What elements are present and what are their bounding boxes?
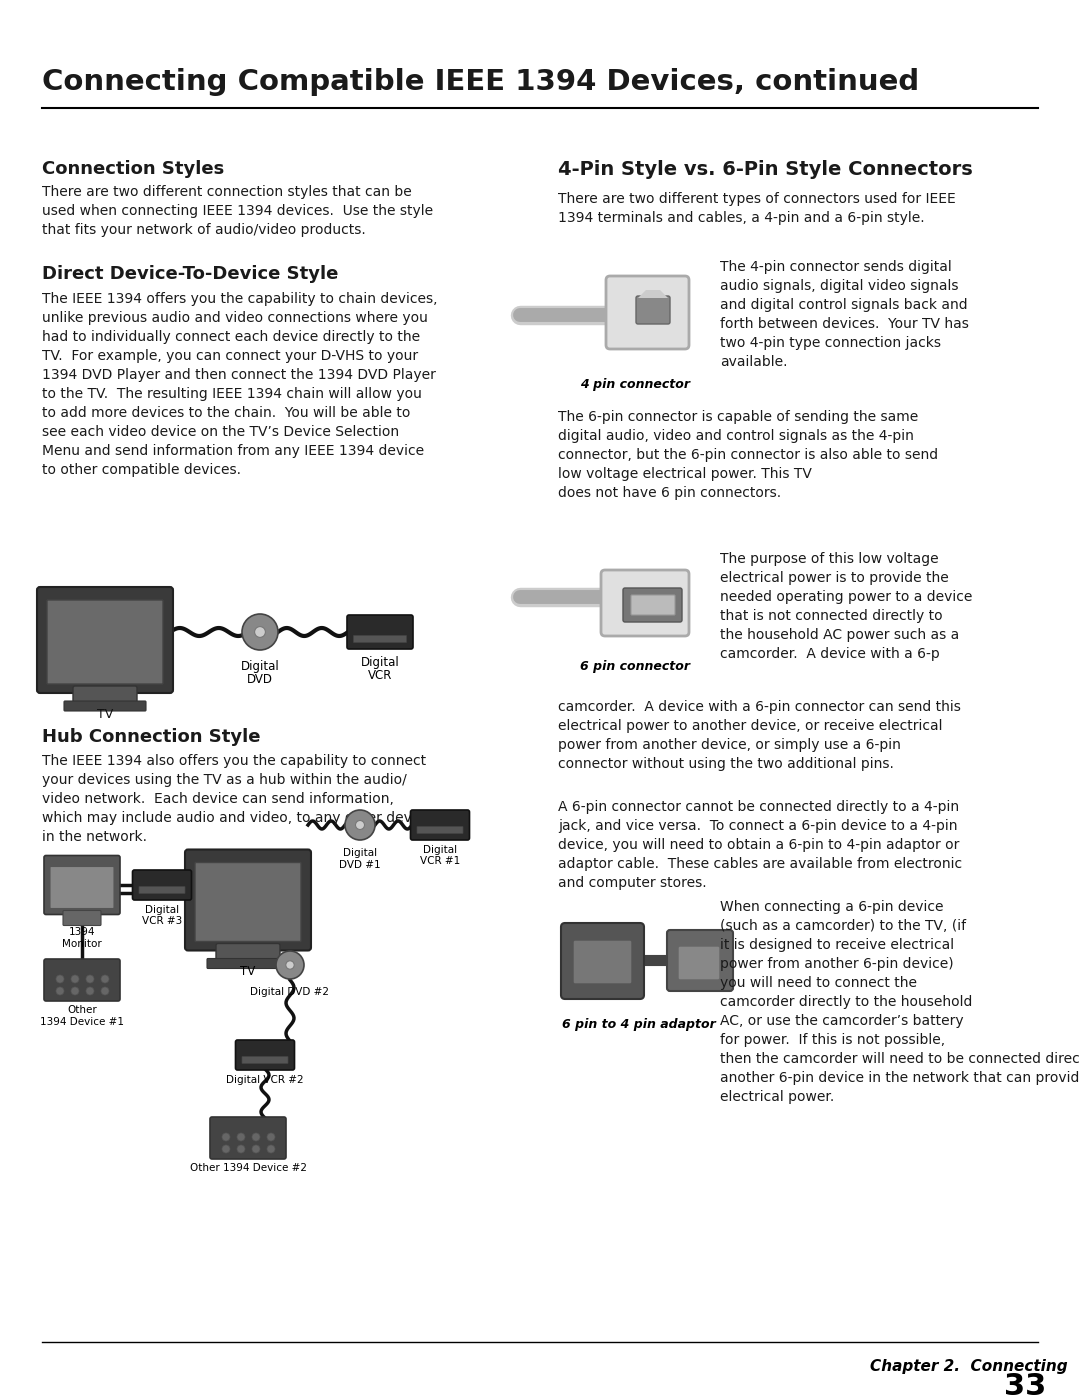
FancyBboxPatch shape [207,958,289,968]
Text: Digital VCR #2: Digital VCR #2 [226,1076,303,1085]
FancyBboxPatch shape [73,686,137,705]
FancyBboxPatch shape [210,1118,286,1160]
FancyBboxPatch shape [606,277,689,349]
Text: The IEEE 1394 offers you the capability to chain devices,
unlike previous audio : The IEEE 1394 offers you the capability … [42,292,437,476]
Circle shape [86,975,94,983]
Text: 4 pin connector: 4 pin connector [580,379,690,391]
Circle shape [267,1133,275,1141]
FancyBboxPatch shape [600,570,689,636]
Text: Direct Device-To-Device Style: Direct Device-To-Device Style [42,265,338,284]
Circle shape [71,975,79,983]
FancyBboxPatch shape [185,849,311,950]
Circle shape [252,1133,260,1141]
Text: Connecting Compatible IEEE 1394 Devices, continued: Connecting Compatible IEEE 1394 Devices,… [42,68,919,96]
FancyBboxPatch shape [37,587,173,693]
Text: VCR #3: VCR #3 [141,916,183,926]
Text: The IEEE 1394 also offers you the capability to connect
your devices using the T: The IEEE 1394 also offers you the capabi… [42,754,432,844]
Text: 1394 Device #1: 1394 Device #1 [40,1017,124,1027]
Text: Digital: Digital [241,659,280,673]
FancyBboxPatch shape [63,911,102,925]
Text: Monitor: Monitor [63,939,102,949]
FancyBboxPatch shape [195,862,301,942]
FancyBboxPatch shape [139,887,185,894]
FancyBboxPatch shape [678,946,720,981]
Circle shape [355,820,365,830]
Text: There are two different connection styles that can be
used when connecting IEEE : There are two different connection style… [42,184,433,237]
Circle shape [286,961,294,970]
FancyBboxPatch shape [133,870,191,900]
FancyBboxPatch shape [623,588,681,622]
FancyBboxPatch shape [235,1039,295,1070]
FancyBboxPatch shape [64,701,146,711]
Circle shape [102,975,109,983]
Text: DVD: DVD [247,673,273,686]
Text: The purpose of this low voltage
electrical power is to provide the
needed operat: The purpose of this low voltage electric… [720,552,972,661]
FancyBboxPatch shape [242,1056,288,1063]
Circle shape [71,988,79,995]
FancyBboxPatch shape [44,958,120,1002]
FancyBboxPatch shape [347,615,413,650]
FancyBboxPatch shape [636,296,670,324]
Text: Other: Other [67,1004,97,1016]
Circle shape [56,988,64,995]
Text: 33: 33 [1004,1372,1047,1397]
Circle shape [276,951,303,979]
Text: DVD #1: DVD #1 [339,861,381,870]
Text: Digital DVD #2: Digital DVD #2 [251,988,329,997]
Text: Digital: Digital [361,657,400,669]
Circle shape [86,988,94,995]
FancyBboxPatch shape [48,599,163,685]
Text: 1394: 1394 [69,928,95,937]
Circle shape [222,1133,230,1141]
Text: Other 1394 Device #2: Other 1394 Device #2 [189,1162,307,1173]
Circle shape [242,615,278,650]
Circle shape [255,627,266,637]
Circle shape [237,1133,245,1141]
FancyBboxPatch shape [417,827,463,834]
Circle shape [56,975,64,983]
Text: Digital: Digital [423,845,457,855]
Text: When connecting a 6-pin device
(such as a camcorder) to the TV, (if
it is design: When connecting a 6-pin device (such as … [720,900,1080,1104]
FancyBboxPatch shape [410,810,470,840]
Circle shape [222,1146,230,1153]
Text: Digital: Digital [145,905,179,915]
Text: The 4-pin connector sends digital
audio signals, digital video signals
and digit: The 4-pin connector sends digital audio … [720,260,969,369]
Text: Digital: Digital [343,848,377,858]
Circle shape [345,810,375,840]
Text: Connection Styles: Connection Styles [42,161,225,177]
Polygon shape [638,291,669,298]
Text: There are two different types of connectors used for IEEE
1394 terminals and cab: There are two different types of connect… [558,191,956,225]
Text: TV: TV [241,965,256,978]
Text: 6 pin to 4 pin adaptor: 6 pin to 4 pin adaptor [562,1018,716,1031]
Text: TV: TV [97,708,113,721]
Text: A 6-pin connector cannot be connected directly to a 4-pin
jack, and vice versa. : A 6-pin connector cannot be connected di… [558,800,962,890]
Circle shape [237,1146,245,1153]
Circle shape [252,1146,260,1153]
Text: Hub Connection Style: Hub Connection Style [42,728,260,746]
Text: VCR: VCR [368,669,392,682]
FancyBboxPatch shape [50,866,114,908]
Text: camcorder.  A device with a 6-pin connector can send this
electrical power to an: camcorder. A device with a 6-pin connect… [558,700,961,771]
FancyBboxPatch shape [573,940,632,983]
Circle shape [267,1146,275,1153]
Text: Chapter 2.  Connecting: Chapter 2. Connecting [870,1359,1068,1375]
FancyBboxPatch shape [667,930,733,990]
Text: VCR #1: VCR #1 [420,856,460,866]
FancyBboxPatch shape [631,595,675,615]
FancyBboxPatch shape [353,636,406,643]
FancyBboxPatch shape [44,855,120,915]
Text: The 6-pin connector is capable of sending the same
digital audio, video and cont: The 6-pin connector is capable of sendin… [558,409,939,500]
FancyBboxPatch shape [561,923,644,999]
Circle shape [102,988,109,995]
FancyBboxPatch shape [216,943,280,964]
Text: 4-Pin Style vs. 6-Pin Style Connectors: 4-Pin Style vs. 6-Pin Style Connectors [558,161,973,179]
Text: 6 pin connector: 6 pin connector [580,659,690,673]
